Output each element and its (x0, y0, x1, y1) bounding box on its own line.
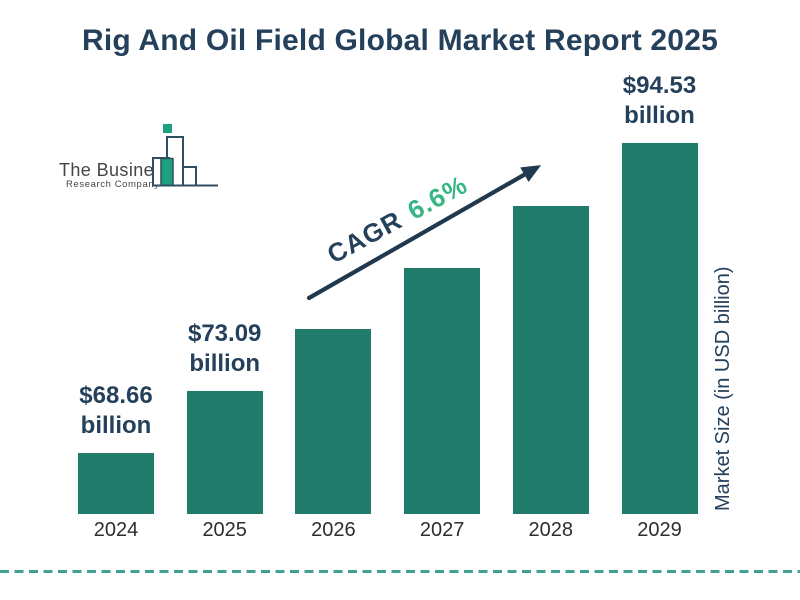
value-amount: $73.09 (187, 320, 262, 347)
bar-2026 (295, 329, 372, 514)
x-tick-2025: 2025 (202, 519, 247, 541)
x-tick-2027: 2027 (419, 519, 465, 541)
brand-name: The Business (59, 160, 173, 180)
value-unit: billion (189, 350, 261, 377)
x-tick-2026: 2026 (311, 519, 356, 541)
bottom-dashed-divider (0, 570, 800, 573)
brand-logo: The Business Research Company (45, 120, 235, 195)
value-unit: billion (80, 412, 152, 439)
bar-2025 (186, 391, 263, 514)
bar-2027 (404, 268, 481, 514)
value-label-2024: $68.66 billion (36, 381, 196, 441)
cagr-trend-arrow (306, 165, 542, 301)
x-tick-2028: 2028 (528, 519, 574, 541)
bar-chart-logo-icon (152, 124, 218, 187)
x-tick-2024: 2024 (93, 519, 139, 541)
bar-2029 (621, 143, 698, 514)
value-amount: $68.66 (79, 382, 153, 409)
x-tick-2029: 2029 (637, 519, 682, 541)
page-title: Rig And Oil Field Global Market Report 2… (82, 24, 718, 57)
brand-subname: Research Company (66, 179, 160, 190)
value-amount: $94.53 (622, 72, 697, 99)
value-label-2025: $73.09 billion (145, 319, 305, 379)
value-unit: billion (624, 102, 695, 129)
bar-2028 (512, 206, 589, 514)
value-label-2029: $94.53 billion (580, 71, 740, 131)
y-axis-title: Market Size (in USD billion) (712, 266, 734, 512)
bar-2024 (78, 453, 154, 514)
